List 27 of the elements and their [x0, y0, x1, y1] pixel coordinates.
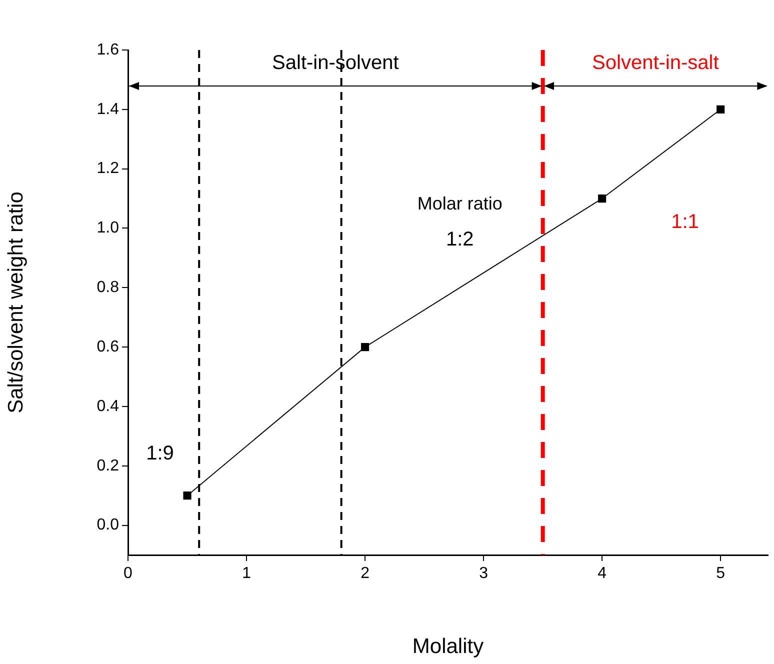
- y-axis-title: Salt/solvent weight ratio: [4, 192, 28, 414]
- y-tick-label: 1.6: [96, 41, 120, 58]
- annotation: 1:2: [446, 228, 474, 251]
- point: [598, 194, 606, 203]
- y-tick-label: 1.4: [96, 100, 120, 118]
- y-tick-label: 0.4: [96, 398, 120, 415]
- y-tick-label: 0.2: [96, 457, 120, 474]
- y-tick-label: 0.8: [96, 279, 120, 296]
- x-tick-label: 5: [716, 565, 726, 582]
- x-tick-label: 4: [598, 565, 607, 582]
- annotation: Solvent-in-salt: [592, 52, 720, 74]
- x-tick-label: 1: [242, 565, 252, 582]
- y-tick-label: 1.0: [96, 220, 120, 237]
- point: [361, 343, 370, 352]
- x-tick-label: 0: [124, 565, 133, 582]
- annotation: 1:1: [671, 210, 699, 233]
- y-tick-label: 0.0: [96, 516, 120, 534]
- point: [716, 105, 725, 114]
- y-tick-label: 1.2: [96, 160, 120, 178]
- y-tick-label: 0.6: [96, 338, 120, 356]
- annotation: 1:9: [146, 442, 174, 465]
- x-tick-label: 3: [479, 565, 488, 582]
- annotation: Salt-in-solvent: [272, 52, 400, 74]
- point: [183, 492, 192, 500]
- x-tick-label: 2: [360, 565, 370, 582]
- annotation: Molar ratio: [417, 193, 502, 214]
- x-axis-title: Molality: [412, 635, 484, 658]
